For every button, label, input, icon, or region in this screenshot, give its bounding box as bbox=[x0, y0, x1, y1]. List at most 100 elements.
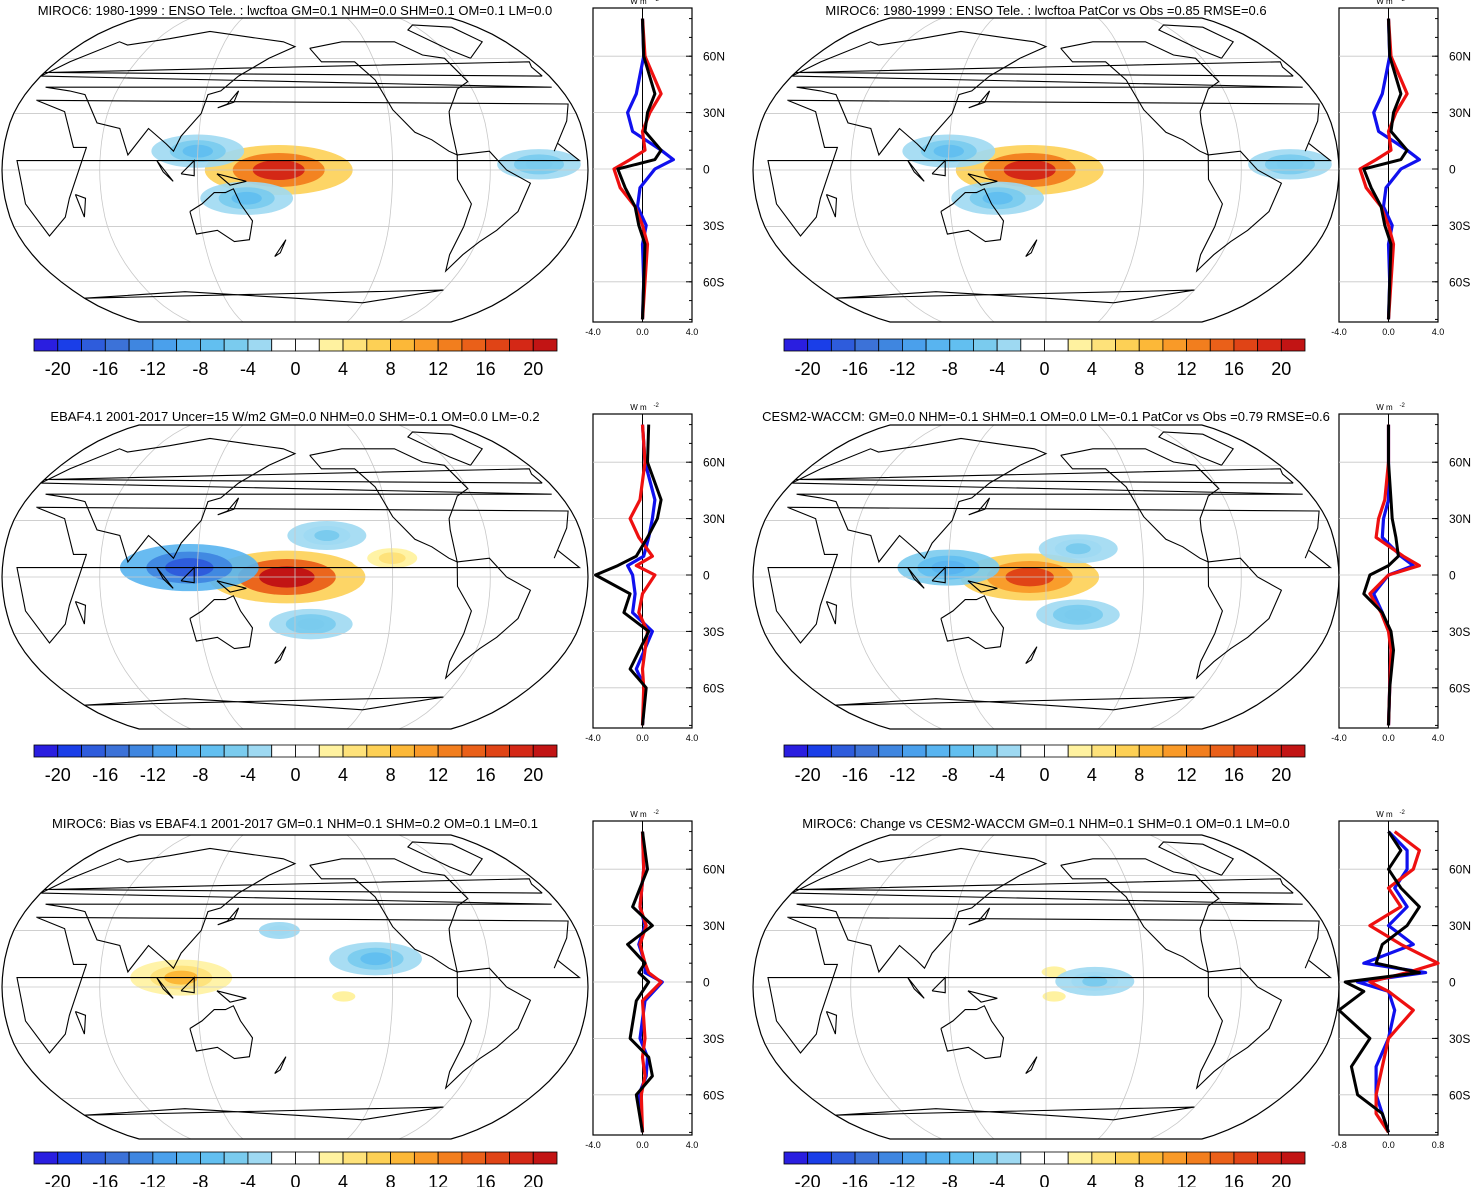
profile-units-label: W m bbox=[1376, 0, 1393, 6]
colorbar-tick-label: -4 bbox=[989, 1172, 1005, 1187]
profile-xtick-label: -4.0 bbox=[585, 733, 601, 743]
coastline bbox=[74, 193, 87, 218]
coastline bbox=[180, 159, 195, 177]
colorbar-swatch bbox=[57, 338, 82, 352]
colorbar-swatch bbox=[854, 338, 880, 352]
colorbar-tick-label: -12 bbox=[889, 1172, 915, 1187]
coastline bbox=[16, 916, 582, 1054]
colorbar-tick-label: 16 bbox=[1224, 359, 1244, 379]
profile-units-label: W m bbox=[1376, 810, 1393, 819]
profile-units-exponent: -2 bbox=[654, 0, 660, 3]
profile-units-label: W m bbox=[630, 810, 647, 819]
meridian bbox=[196, 424, 244, 730]
colorbar-tick-label: 8 bbox=[1134, 765, 1144, 785]
coastline bbox=[406, 841, 484, 876]
coastline bbox=[1060, 858, 1220, 973]
colorbar-swatch bbox=[271, 1151, 296, 1165]
coastline bbox=[1025, 1056, 1038, 1074]
profile-units-exponent: -2 bbox=[654, 403, 660, 409]
field-anomaly-core bbox=[898, 953, 920, 964]
colorbar-swatch bbox=[318, 1151, 344, 1165]
panel-title: CESM2-WACCM: GM=0.0 NHM=-0.1 SHM=0.1 OM=… bbox=[762, 409, 1330, 424]
colorbar-swatch bbox=[783, 338, 809, 352]
profile-lat-label: 30S bbox=[1449, 1032, 1470, 1046]
colorbar-swatch bbox=[1209, 1151, 1235, 1165]
coastline bbox=[795, 61, 1294, 77]
colorbar-swatch bbox=[830, 338, 856, 352]
coastline bbox=[940, 1005, 1005, 1060]
graticule bbox=[753, 424, 1339, 730]
colorbar-swatch bbox=[461, 744, 487, 758]
colorbar-tick-label: -12 bbox=[140, 1172, 166, 1187]
colorbar: -20 -16 -12 -8 -4 0 4 8 12 16 20 bbox=[33, 1151, 558, 1187]
map-border bbox=[752, 834, 1340, 1140]
colorbar-swatch bbox=[57, 1151, 82, 1165]
profile-units-exponent: -2 bbox=[1400, 810, 1406, 816]
colorbar-swatch bbox=[390, 338, 415, 352]
colorbar-swatch bbox=[342, 1151, 368, 1165]
colorbar-tick-label: -16 bbox=[92, 359, 118, 379]
colorbar-tick-label: -12 bbox=[140, 359, 166, 379]
colorbar-swatch bbox=[1138, 744, 1164, 758]
coastline bbox=[406, 431, 484, 466]
coastline bbox=[180, 566, 195, 584]
colorbar-swatch bbox=[973, 1151, 998, 1165]
coastline bbox=[791, 437, 1303, 564]
colorbar-swatch bbox=[1209, 744, 1235, 758]
meridian bbox=[398, 834, 491, 1140]
profile-xtick-label: 4.0 bbox=[1432, 733, 1445, 743]
meridian bbox=[1097, 17, 1145, 323]
map-panel: EBAF4.1 2001-2017 Uncer=15 W/m2 GM=0.0 N… bbox=[1, 409, 589, 730]
coastline bbox=[180, 976, 195, 994]
colorbar-swatch bbox=[128, 338, 154, 352]
colorbar-swatch bbox=[1020, 1151, 1045, 1165]
colorbar-tick-label: 20 bbox=[1271, 765, 1291, 785]
colorbar-tick-label: -12 bbox=[889, 359, 915, 379]
colorbar-swatch bbox=[1280, 744, 1306, 758]
colorbar-tick-label: -8 bbox=[192, 359, 208, 379]
profile-units-label: W m bbox=[630, 403, 647, 412]
coastline bbox=[825, 1010, 838, 1035]
colorbar-swatch bbox=[223, 338, 249, 352]
colorbar-swatch bbox=[854, 744, 880, 758]
profile-lat-label: 60N bbox=[703, 456, 725, 470]
coastline bbox=[84, 1106, 444, 1121]
coastline bbox=[967, 173, 998, 186]
zonal-mean-panel: 60N 30N 0 30S 60S -0.8 0.0 0.8 W m -2 bbox=[1331, 810, 1471, 1150]
colorbar-tick-label: 8 bbox=[386, 765, 396, 785]
profile-lat-label: 0 bbox=[703, 163, 710, 177]
colorbar-tick-label: 20 bbox=[1271, 1172, 1291, 1187]
profile-lat-label: 30S bbox=[703, 219, 724, 233]
colorbar-tick-label: 4 bbox=[338, 1172, 348, 1187]
colorbar-swatch bbox=[271, 338, 296, 352]
coastline bbox=[968, 907, 991, 926]
colorbar-swatch bbox=[1257, 744, 1282, 758]
colorbar-swatch bbox=[152, 338, 178, 352]
coastline bbox=[156, 977, 174, 999]
meridian bbox=[947, 834, 995, 1140]
colorbar-tick-label: 16 bbox=[1224, 765, 1244, 785]
colorbar-swatch bbox=[1280, 1151, 1306, 1165]
colorbar-swatch bbox=[413, 338, 439, 352]
colorbar-swatch bbox=[996, 1151, 1022, 1165]
map-panel: MIROC6: 1980-1999 : ENSO Tele. : lwcftoa… bbox=[1, 3, 589, 323]
profile-lat-label: 60N bbox=[703, 50, 725, 64]
colorbar-tick-label: 4 bbox=[338, 765, 348, 785]
colorbar-swatch bbox=[1091, 338, 1116, 352]
colorbar-swatch bbox=[1138, 338, 1164, 352]
coastline bbox=[40, 437, 552, 564]
colorbar-swatch bbox=[152, 744, 178, 758]
map-panel: MIROC6: Bias vs EBAF4.1 2001-2017 GM=0.1… bbox=[1, 816, 589, 1140]
colorbar-swatch bbox=[33, 338, 59, 352]
colorbar-swatch bbox=[830, 744, 856, 758]
field-anomaly-core bbox=[1064, 608, 1092, 621]
coastline bbox=[444, 150, 532, 273]
colorbar-swatch bbox=[81, 338, 106, 352]
colorbar-swatch bbox=[223, 1151, 249, 1165]
colorbar-tick-label: 12 bbox=[428, 359, 448, 379]
zonal-mean-panel: 60N 30N 0 30S 60S -4.0 0.0 4.0 W m -2 bbox=[585, 0, 725, 337]
panel-title: MIROC6: Change vs CESM2-WACCM GM=0.1 NHM… bbox=[802, 816, 1290, 831]
coastlines bbox=[767, 431, 1333, 711]
colorbar-swatch bbox=[176, 744, 201, 758]
colorbar-tick-label: -20 bbox=[795, 359, 821, 379]
